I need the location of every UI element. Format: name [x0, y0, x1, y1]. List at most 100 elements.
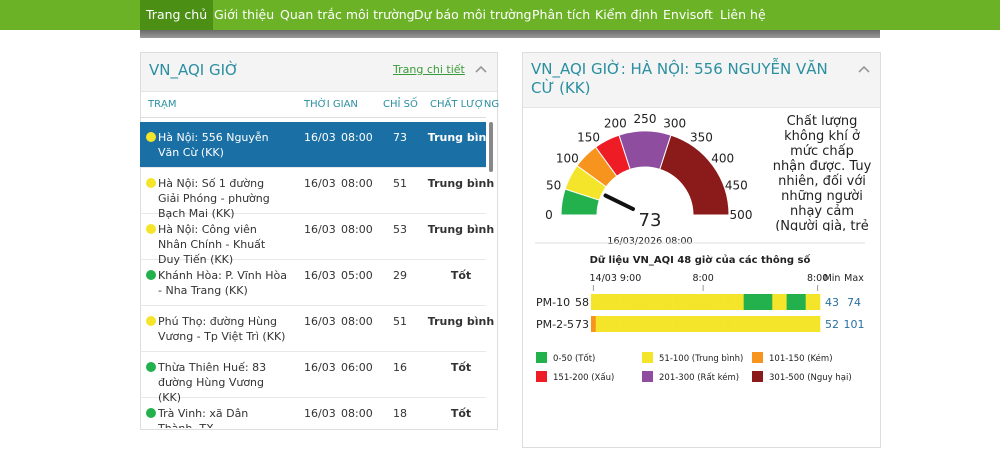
time: 06:00 [341, 361, 373, 374]
time: 08:00 [341, 223, 373, 236]
hour-cell [791, 294, 797, 310]
gauge-tick-label: 200 [604, 117, 627, 131]
table-row[interactable]: Phú Thọ: đường Hùng Vương - Tp Việt Trì … [140, 306, 494, 352]
detail-link[interactable]: Trang chi tiết [393, 63, 465, 76]
nav-item[interactable]: Envisoft [663, 7, 713, 22]
hour-cell [614, 294, 620, 310]
gauge-tick-label: 400 [711, 152, 734, 166]
nav-item[interactable]: Giới thiệu [214, 7, 275, 22]
hour-cell [624, 316, 630, 332]
hour-cell [662, 316, 668, 332]
hour-cell [796, 294, 802, 310]
gauge-value: 73 [639, 210, 662, 231]
hour-cell [705, 316, 711, 332]
legend-label: 201-300 (Rất kém) [659, 372, 739, 383]
table-row[interactable]: Trà Vinh: xã Dân Thành, TX 16/03 08:00 18 Tố… [140, 398, 486, 428]
table-row[interactable]: Hà Nội: Số 1 đường Giải Phóng - phường B… [140, 168, 494, 220]
nav-item[interactable]: Trang chủ [140, 0, 214, 30]
hour-cell [729, 316, 735, 332]
hour-cell [633, 316, 640, 332]
hour-cell [672, 316, 678, 332]
hour-cell [619, 316, 625, 332]
hour-cell [815, 316, 821, 332]
date: 16/03 [304, 177, 336, 190]
aqi-index: 16 [393, 361, 407, 374]
hour-cell [629, 316, 635, 332]
time: 08:00 [341, 131, 373, 144]
hour-cell [734, 294, 740, 310]
column-header: CHỈ SỐ [383, 99, 418, 110]
table-row[interactable]: Thừa Thiên Huế: 83 đường Hùng Vương (KK)… [140, 352, 486, 404]
aqi-charts: 0 50 100 150 200 250 300 350 400 450 500 73 16/03/20… [535, 112, 865, 383]
hour-cell [800, 316, 806, 332]
legend-label: 0-50 (Tốt) [553, 353, 595, 364]
legend-swatch [752, 371, 763, 382]
hour-cell [805, 294, 811, 310]
hour-cell [715, 294, 721, 310]
hour-cell [762, 294, 768, 310]
hour-cell [734, 316, 740, 332]
aqi-index: 51 [393, 315, 407, 328]
station-name: Thừa Thiên Huế: 83 đường Hùng Vương (KK) [158, 361, 267, 404]
hour-cell [772, 294, 778, 310]
gauge-timestamp: 16/03/2026 08:00 [607, 236, 692, 247]
hour-cell [748, 316, 754, 332]
banner-strip [140, 30, 880, 38]
date: 16/03 [304, 223, 336, 236]
quality: Trung bình [427, 177, 495, 190]
nav-item[interactable]: Kiểm định [595, 7, 658, 22]
hour-cell [605, 316, 611, 332]
hour-cell [700, 294, 706, 310]
hour-cell [619, 294, 625, 310]
collapse-icon[interactable] [857, 64, 871, 74]
hour-cell [748, 294, 754, 310]
scrollbar[interactable] [489, 122, 493, 172]
min-header: Min [824, 273, 841, 284]
collapse-icon[interactable] [474, 64, 488, 74]
status-dot [146, 224, 156, 234]
nav-item[interactable]: Liên hệ [720, 7, 766, 22]
gauge-tick-label: 450 [725, 178, 748, 192]
table-row[interactable]: Hà Nội: 556 Nguyễn Văn Cừ (KK) 16/03 08:00… [140, 122, 494, 168]
gauge-tick-label: 250 [634, 112, 657, 126]
hour-cell [772, 316, 778, 332]
max-header: Max [844, 273, 864, 284]
hour-cell [605, 294, 611, 310]
status-dot [146, 408, 156, 418]
nav-item[interactable]: Dự báo môi trường [414, 7, 532, 22]
gauge-tick-label: 300 [663, 117, 686, 131]
hour-cell [777, 294, 783, 310]
hour-cell [796, 316, 802, 332]
table-row[interactable]: Hà Nội: Công viên Nhân Chính - Khuất Duy… [140, 214, 494, 266]
quality: Trung bình [427, 131, 495, 144]
date: 16/03 [304, 361, 336, 374]
nav-item[interactable]: Quan trắc môi trường [280, 7, 415, 22]
hour-cell [738, 294, 744, 310]
x-tick-label: 8:00 [692, 273, 713, 284]
hour-cell [614, 316, 620, 332]
station-name: Hà Nội: 556 Nguyễn Văn Cừ (KK) [158, 131, 269, 159]
hour-cell [681, 316, 687, 332]
legend-swatch [752, 352, 763, 363]
date: 16/03 [304, 407, 336, 420]
legend-swatch [642, 352, 653, 363]
table-row[interactable]: Khánh Hòa: P. Vĩnh Hòa - Nha Trang (KK) 1… [140, 260, 486, 306]
hour-cell [800, 294, 806, 310]
nav-item[interactable]: Phân tích [532, 7, 591, 22]
hour-cell [638, 294, 644, 310]
hour-cell [815, 294, 821, 310]
legend-label: 151-200 (Xấu) [553, 372, 614, 383]
aqi-index: 53 [393, 223, 407, 236]
hour-cell [781, 316, 787, 332]
gauge-tick-label: 0 [545, 208, 553, 222]
panel-header [523, 53, 880, 108]
column-header: THỜI GIAN [304, 99, 358, 110]
date: 16/03 [304, 131, 336, 144]
hour-cell [729, 294, 735, 310]
panel-title: VN_AQI GIỜ: HÀ NỘI: 556 NGUYỄN VĂN CỪ (K… [531, 60, 828, 97]
gauge-band [659, 134, 730, 216]
hour-cell [662, 294, 668, 310]
time: 08:00 [341, 407, 373, 420]
hour-cell [757, 294, 764, 310]
